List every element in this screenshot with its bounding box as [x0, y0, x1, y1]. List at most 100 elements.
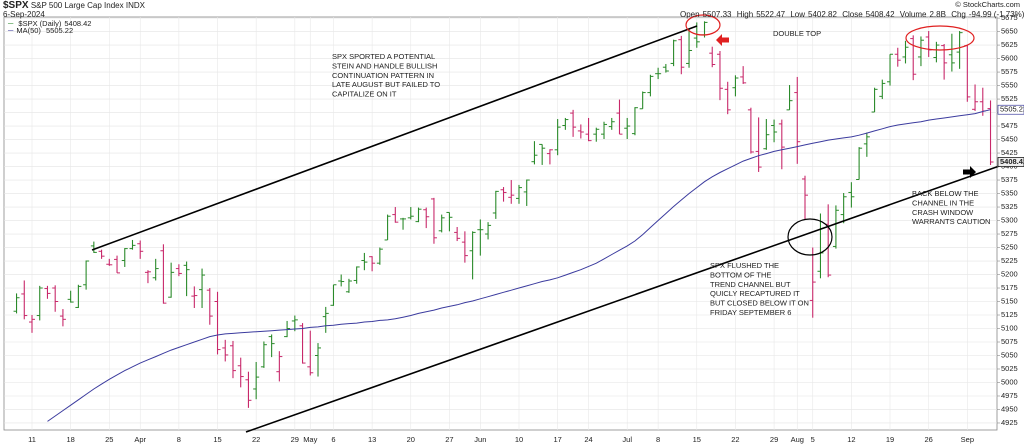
ma-line	[47, 109, 991, 422]
x-tick-label: 13	[368, 435, 376, 444]
y-tick-label: 5425	[1001, 148, 1018, 157]
y-tick-label: 5300	[1001, 216, 1018, 225]
lower-channel-line	[245, 163, 1006, 433]
y-tick-label: 4925	[1001, 418, 1018, 427]
x-tick-label: 6	[331, 435, 335, 444]
x-tick-label: 10	[515, 435, 523, 444]
annotation-text: TREND CHANNEL BUT	[710, 280, 791, 289]
annotation-text: FRIDAY SEPTEMBER 6	[710, 308, 791, 317]
y-tick-label: 5350	[1001, 189, 1018, 198]
x-tick-label: 8	[656, 435, 660, 444]
x-tick-label: 15	[213, 435, 221, 444]
y-tick-label: 5175	[1001, 283, 1018, 292]
y-tick-label: 5575	[1001, 67, 1018, 76]
y-tick-label: 5250	[1001, 243, 1018, 252]
symbol-desc: S&P 500 Large Cap Index INDX	[30, 1, 145, 10]
x-tick-label: 27	[445, 435, 453, 444]
y-tick-label: 5375	[1001, 175, 1018, 184]
chg-label: Chg	[951, 10, 966, 19]
low-label: Low	[790, 10, 806, 19]
ma-value-box	[997, 104, 1024, 115]
legend-value: 5408.42	[64, 19, 92, 28]
plot-frame	[3, 16, 998, 431]
annotation-text: SPX SPORTED A POTENTIAL	[332, 52, 435, 61]
legend-label: MA(50)	[16, 26, 41, 35]
y-tick-label: 5450	[1001, 135, 1018, 144]
annotation-text: SPX FLUSHED THE	[710, 261, 779, 270]
y-tick-label: 5200	[1001, 270, 1018, 279]
y-tick-label: 5550	[1001, 81, 1018, 90]
x-tick-label: 5	[811, 435, 815, 444]
x-tick-label: 12	[847, 435, 855, 444]
y-tick-label: 5025	[1001, 364, 1018, 373]
y-tick-label: 5325	[1001, 202, 1018, 211]
x-tick-label: 19	[886, 435, 894, 444]
x-tick-label: 24	[584, 435, 592, 444]
x-tick-label: 18	[66, 435, 74, 444]
source: © StockCharts.com	[955, 0, 1020, 9]
volume-value: 2.8B	[929, 10, 946, 19]
red-arrow	[716, 34, 729, 46]
flush-circle	[787, 218, 833, 256]
annotation-text: BACK BELOW THE	[912, 189, 979, 198]
ohlc-header: Open 5507.33 High 5522.47 Low 5402.82 Close…	[680, 10, 1024, 19]
close-value: 5408.42	[865, 10, 895, 19]
x-tick-label: 22	[252, 435, 260, 444]
y-tick-label: 4975	[1001, 391, 1018, 400]
y-tick-label: 5475	[1001, 121, 1018, 130]
annotation-text: QUICLY RECAPTURED IT	[710, 289, 800, 298]
y-tick-label: 5625	[1001, 40, 1018, 49]
legend-entry: ─ MA(50) 5505.22	[8, 26, 74, 35]
y-tick-label: 5600	[1001, 54, 1018, 63]
y-tick-label: 5650	[1001, 27, 1018, 36]
annotation-text: CRASH WINDOW	[912, 208, 974, 217]
x-tick-label: May	[303, 435, 317, 444]
top-circle	[905, 25, 975, 51]
x-tick-label: Sep	[961, 435, 974, 444]
y-tick-label: 5150	[1001, 296, 1018, 305]
y-tick-label: 5100	[1001, 323, 1018, 332]
close-value-box	[997, 157, 1024, 167]
symbol: $SPX	[3, 0, 29, 11]
x-tick-label: 20	[407, 435, 415, 444]
annotation-text: STEIN AND HANDLE BULLISH	[332, 61, 437, 70]
y-tick-label: 5050	[1001, 350, 1018, 359]
y-tick-label: 5000	[1001, 377, 1018, 386]
legend: ─ $SPX (Daily) 5408.42 ─ MA(50) 5505.22	[8, 19, 94, 35]
upper-channel-line	[91, 25, 698, 251]
chg-value: -94.99 (-1.73%)	[968, 10, 1024, 19]
symbol-header: $SPX S&P 500 Large Cap Index INDX	[3, 0, 148, 11]
black-arrow	[963, 166, 976, 178]
y-tick-label: 5225	[1001, 256, 1018, 265]
close-label: Close	[842, 10, 863, 19]
annotation-text: CONTINUATION PATTERN IN	[332, 71, 434, 80]
x-tick-label: 17	[553, 435, 561, 444]
ma-value-label: 5505.22	[1000, 105, 1024, 114]
low-value: 5402.82	[808, 10, 837, 19]
x-tick-label: 8	[177, 435, 181, 444]
x-tick-label: 29	[291, 435, 299, 444]
volume-label: Volume	[899, 10, 927, 19]
open-label: Open	[680, 10, 700, 19]
annotation-text: CHANNEL IN THE	[912, 198, 974, 207]
x-tick-label: Aug	[791, 435, 804, 444]
annotation-text: CAPITALIZE ON IT	[332, 90, 397, 99]
legend-entry: ─ $SPX (Daily) 5408.42	[8, 19, 92, 28]
legend-value: 5505.22	[46, 26, 74, 35]
top-circle	[685, 14, 721, 36]
y-tick-label: 5525	[1001, 94, 1018, 103]
annotation-text: DOUBLE TOP	[773, 29, 821, 38]
annotation-text: BUT CLOSED BELOW IT ON	[710, 299, 809, 308]
x-tick-label: Apr	[134, 435, 146, 444]
axes: 4925 4950 4975 5000 5025 5050 5075 5100 5125 5150…	[28, 13, 1024, 444]
x-tick-label: 15	[693, 435, 701, 444]
x-tick-label: Jul	[622, 435, 632, 444]
high-label: High	[736, 10, 754, 19]
annotation-text: BOTTOM OF THE	[710, 270, 771, 279]
x-tick-label: 29	[770, 435, 778, 444]
open-value: 5507.33	[702, 10, 732, 19]
close-value-label: 5408.42	[1000, 157, 1024, 166]
y-tick-label: 5125	[1001, 310, 1018, 319]
